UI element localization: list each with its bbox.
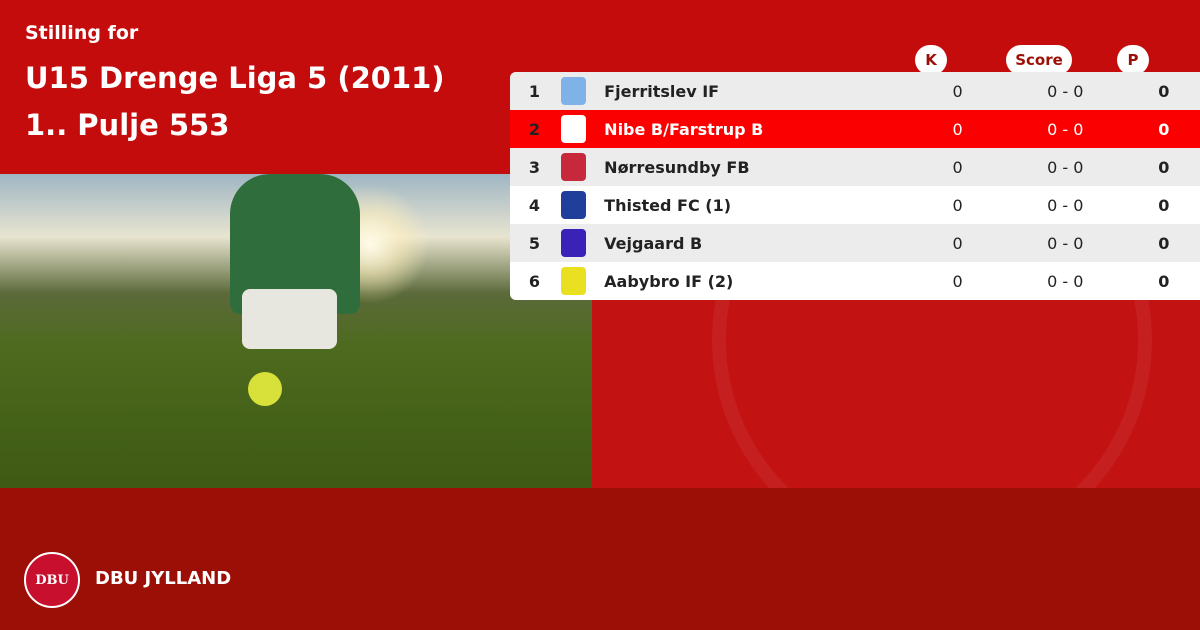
position: 5	[528, 233, 540, 253]
team-name[interactable]: Aabybro IF (2)	[604, 271, 734, 291]
position: 6	[528, 271, 540, 291]
table-row[interactable]: 6 Aabybro IF (2) 0 0 - 0 0	[510, 262, 1200, 300]
matches: 0	[952, 195, 963, 215]
matches: 0	[952, 81, 963, 101]
team-crest-icon	[560, 191, 587, 219]
column-header-k[interactable]: K	[915, 45, 947, 75]
footer-band	[0, 488, 1200, 630]
team-crest-icon	[560, 153, 587, 181]
points: 0	[1158, 195, 1170, 215]
subtitle: Stilling for	[25, 22, 139, 44]
team-crest-icon	[560, 229, 587, 257]
matches: 0	[952, 119, 963, 139]
team-name[interactable]: Nibe B/Farstrup B	[604, 119, 764, 139]
score: 0 - 0	[1047, 271, 1084, 291]
team-crest-icon	[560, 77, 587, 105]
brand-name: DBU JYLLAND	[95, 568, 232, 589]
position: 1	[528, 81, 540, 101]
score: 0 - 0	[1047, 233, 1084, 253]
position: 3	[528, 157, 540, 177]
points: 0	[1158, 271, 1170, 291]
matches: 0	[952, 271, 963, 291]
table-row[interactable]: 3 Nørresundby FB 0 0 - 0 0	[510, 148, 1200, 186]
points: 0	[1158, 157, 1170, 177]
team-crest-icon	[560, 115, 587, 143]
team-crest-icon	[560, 267, 587, 295]
table-row[interactable]: 1 Fjerritslev IF 0 0 - 0 0	[510, 72, 1200, 110]
team-name[interactable]: Nørresundby FB	[604, 157, 750, 177]
points: 0	[1158, 233, 1170, 253]
position: 2	[528, 119, 540, 139]
points: 0	[1158, 119, 1170, 139]
column-header-p[interactable]: P	[1117, 45, 1149, 75]
team-name[interactable]: Thisted FC (1)	[604, 195, 732, 215]
dbu-logo: DBU	[24, 552, 80, 608]
score: 0 - 0	[1047, 119, 1084, 139]
team-name[interactable]: Vejgaard B	[604, 233, 703, 253]
matches: 0	[952, 233, 963, 253]
score: 0 - 0	[1047, 195, 1084, 215]
position: 4	[528, 195, 540, 215]
matches: 0	[952, 157, 963, 177]
score: 0 - 0	[1047, 81, 1084, 101]
table-row[interactable]: 2 Nibe B/Farstrup B 0 0 - 0 0	[510, 110, 1200, 148]
football-photo	[0, 174, 592, 488]
page-title: U15 Drenge Liga 5 (2011) 1.. Pulje 553	[25, 61, 445, 142]
team-name[interactable]: Fjerritslev IF	[604, 81, 720, 101]
column-header-score[interactable]: Score	[1006, 45, 1072, 75]
dbu-watermark	[592, 300, 1200, 488]
points: 0	[1158, 81, 1170, 101]
score: 0 - 0	[1047, 157, 1084, 177]
table-row[interactable]: 5 Vejgaard B 0 0 - 0 0	[510, 224, 1200, 262]
table-row[interactable]: 4 Thisted FC (1) 0 0 - 0 0	[510, 186, 1200, 224]
